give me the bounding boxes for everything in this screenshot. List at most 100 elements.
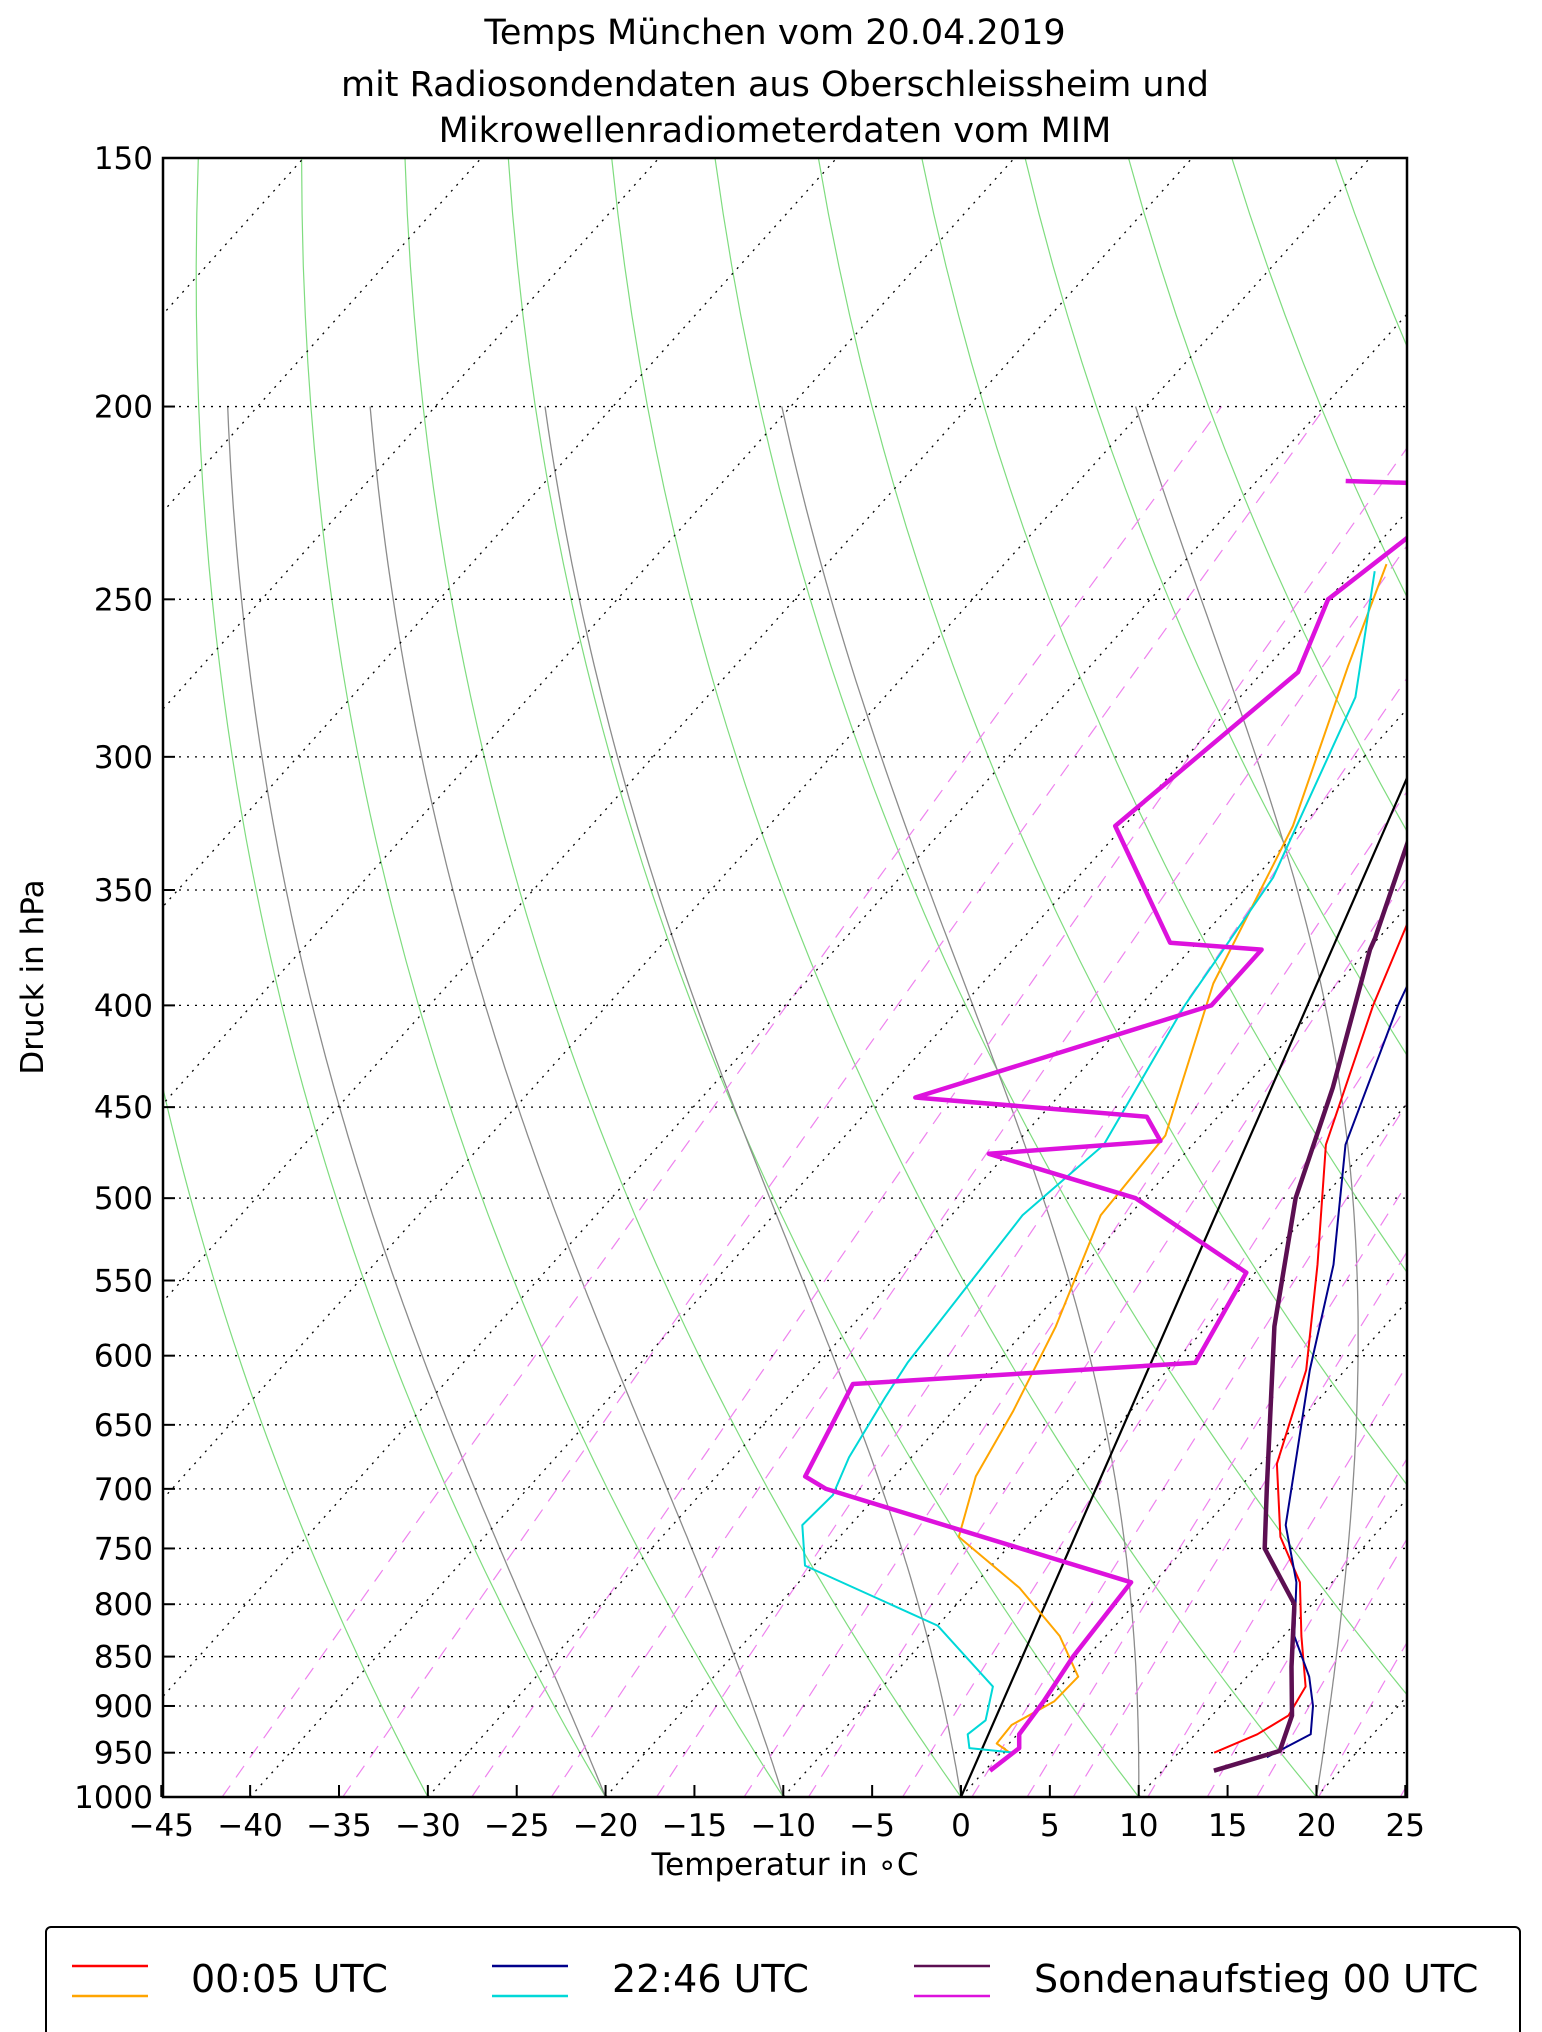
dry-adiabat-line: [1334, 158, 1407, 348]
background-lines: [163, 158, 1542, 1798]
title-line-1: Temps München vom 20.04.2019: [483, 13, 1065, 53]
mixing-ratio-line: [971, 1102, 1407, 1797]
x-tick-label: 0: [951, 1808, 971, 1844]
y-tick-label: 450: [94, 1090, 153, 1126]
y-tick-label: 500: [94, 1181, 153, 1217]
dry-adiabat-line: [1024, 158, 1407, 1057]
moist-adiabat-line: [227, 406, 607, 1797]
y-tick-label: 150: [94, 141, 153, 177]
dry-adiabat-line: [1439, 158, 1542, 1797]
legend-label-sonde: Sondenaufstieg 00 UTC: [1034, 1957, 1478, 2001]
mixing-ratio-line: [342, 406, 1327, 1797]
series-layer: [801, 478, 1407, 1773]
mixing-ratio-line: [743, 790, 1407, 1797]
isotherm-line: [163, 313, 1407, 1698]
mixing-ratio-line: [902, 1004, 1407, 1797]
mixing-ratio-line: [1318, 1641, 1407, 1797]
x-tick-label: −20: [573, 1808, 638, 1844]
dry-adiabat-line: [817, 158, 1407, 1486]
moist-adiabat-line: [369, 406, 784, 1797]
legend-label-0005: 00:05 UTC: [191, 1957, 388, 2001]
isotherm-line: [1494, 158, 1542, 1797]
isotherm-line: [1138, 1497, 1407, 1797]
y-tick-label: 550: [94, 1264, 153, 1300]
dry-adiabat-line: [611, 158, 1317, 1797]
moist-adiabat-line: [1134, 406, 1359, 1797]
mixing-ratio-line: [1206, 1457, 1407, 1797]
y-tick-label: 950: [94, 1736, 153, 1772]
series-line-4: [1213, 837, 1407, 1773]
isotherm-line: [782, 1103, 1407, 1797]
x-axis: −45 −40 −35 −30 −25 −20 −15 −10 −5 0 5 10 15 20 25: [129, 1785, 1425, 1844]
moist-adiabat-line: [1494, 407, 1542, 1798]
legend-frame: [45, 1926, 1521, 2032]
y-tick-label: 800: [94, 1587, 153, 1623]
legend: 00:05 UTC 22:46 UTC Sondenaufstieg 00 UT…: [45, 1926, 1521, 2032]
y-tick-label: 400: [94, 988, 153, 1024]
mixing-ratio-line: [807, 876, 1407, 1797]
x-tick-label: 10: [1119, 1808, 1158, 1844]
dry-adiabat-line: [195, 158, 607, 1797]
x-tick-label: −40: [217, 1808, 282, 1844]
isotherm-line: [1315, 1695, 1407, 1797]
grid: [163, 158, 1542, 1797]
x-tick-label: −45: [129, 1808, 194, 1844]
moist-adiabat-line: [544, 406, 962, 1797]
x-tick-label: 15: [1208, 1808, 1247, 1844]
series-line-3: [801, 571, 1376, 1754]
dry-adiabat-line: [921, 158, 1407, 1274]
chart-title: Temps München vom 20.04.2019 mit Radioso…: [341, 13, 1209, 151]
x-tick-label: 25: [1386, 1808, 1425, 1844]
y-tick-label: 750: [94, 1531, 153, 1567]
isotherm-line: [163, 158, 482, 513]
x-tick-label: −35: [306, 1808, 371, 1844]
x-tick-label: −10: [751, 1808, 816, 1844]
y-tick-label: 900: [94, 1689, 153, 1725]
dry-adiabat-line: [163, 1085, 429, 1797]
reference-line: [959, 777, 1407, 1797]
isotherm-line: [960, 1300, 1407, 1797]
dry-adiabat-line: [301, 158, 784, 1797]
y-tick-label: 300: [94, 740, 153, 776]
x-axis-label: Temperatur in ∘C: [651, 1847, 919, 1883]
x-tick-label: −25: [484, 1808, 549, 1844]
dry-adiabat-line: [714, 158, 1407, 1696]
x-tick-label: 20: [1297, 1808, 1336, 1844]
mixing-ratio-line: [221, 406, 1222, 1797]
y-axis: 150 200 250 300 350 400 450 500 550 600 650 700 750 8…: [74, 141, 175, 1816]
mixing-ratio-line: [1465, 407, 1542, 1798]
y-tick-label: 850: [94, 1640, 153, 1676]
isotherm-line: [163, 158, 1193, 1303]
x-tick-label: −5: [849, 1808, 895, 1844]
moist-adiabat-line: [781, 406, 1140, 1797]
series-line-5: [802, 478, 1407, 1773]
legend-entry-sonde: Sondenaufstieg 00 UTC: [914, 1957, 1478, 2001]
y-tick-label: 700: [94, 1472, 153, 1508]
y-tick-label: 250: [94, 582, 153, 618]
series-line-1: [957, 563, 1388, 1754]
isotherm-line: [605, 905, 1407, 1797]
x-tick-label: 5: [1040, 1808, 1060, 1844]
series-line-0: [1213, 921, 1407, 1754]
x-tick-label: −15: [662, 1808, 727, 1844]
dry-adiabat-line: [404, 158, 962, 1797]
y-tick-label: 600: [94, 1339, 153, 1375]
mixing-ratio-line: [656, 677, 1407, 1797]
legend-label-2246: 22:46 UTC: [612, 1957, 809, 2001]
series-line-2: [1266, 984, 1407, 1759]
isotherm-line: [163, 158, 1371, 1500]
dry-adiabat-line: [507, 158, 1140, 1797]
dry-adiabat-line: [1127, 158, 1407, 833]
y-tick-label: 1000: [74, 1780, 153, 1816]
title-line-3: Mikrowellenradiometerdaten vom MIM: [439, 111, 1112, 151]
mixing-ratio-line: [1399, 1783, 1407, 1797]
y-tick-label: 200: [94, 390, 153, 426]
isotherm-line: [427, 708, 1407, 1797]
legend-entry-2246: 22:46 UTC: [492, 1957, 809, 2001]
mixing-ratio-line: [1072, 1250, 1407, 1797]
x-tick-label: −30: [395, 1808, 460, 1844]
legend-entry-0005: 00:05 UTC: [72, 1957, 388, 2001]
y-axis-label: Druck in hPa: [15, 879, 51, 1074]
plot-frame: [161, 156, 1409, 1799]
